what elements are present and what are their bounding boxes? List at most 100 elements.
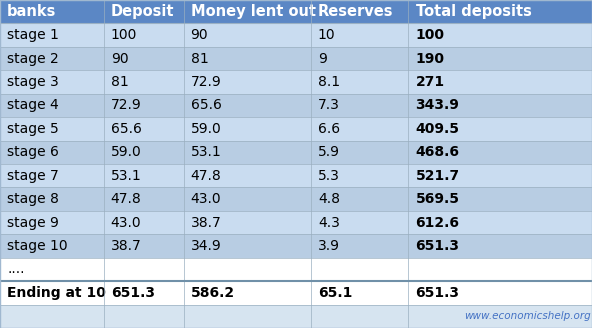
Bar bbox=[311, 23, 408, 47]
Text: stage 5: stage 5 bbox=[7, 122, 59, 136]
Bar bbox=[184, 117, 311, 141]
Bar bbox=[0, 281, 104, 305]
Text: Money lent out: Money lent out bbox=[191, 4, 316, 19]
Bar bbox=[104, 70, 184, 94]
Text: 343.9: 343.9 bbox=[416, 98, 459, 113]
Bar bbox=[104, 164, 184, 187]
Text: stage 6: stage 6 bbox=[7, 145, 59, 159]
Bar bbox=[0, 70, 104, 94]
Bar bbox=[0, 164, 104, 187]
Bar bbox=[408, 70, 592, 94]
Bar bbox=[0, 211, 104, 234]
Text: 59.0: 59.0 bbox=[191, 122, 221, 136]
Bar bbox=[184, 234, 311, 258]
Bar bbox=[184, 70, 311, 94]
Text: www.economicshelp.org: www.economicshelp.org bbox=[464, 311, 591, 321]
Bar bbox=[311, 117, 408, 141]
Bar bbox=[184, 47, 311, 70]
Text: Total deposits: Total deposits bbox=[416, 4, 532, 19]
Text: stage 1: stage 1 bbox=[7, 28, 59, 42]
Text: 100: 100 bbox=[416, 28, 445, 42]
Bar bbox=[311, 94, 408, 117]
Text: 47.8: 47.8 bbox=[111, 192, 141, 206]
Bar bbox=[408, 141, 592, 164]
Bar bbox=[184, 164, 311, 187]
Text: 4.3: 4.3 bbox=[318, 215, 340, 230]
Bar bbox=[0, 141, 104, 164]
Bar bbox=[0, 117, 104, 141]
Bar bbox=[408, 117, 592, 141]
Bar bbox=[311, 211, 408, 234]
Bar bbox=[311, 141, 408, 164]
Text: Reserves: Reserves bbox=[318, 4, 394, 19]
Text: 81: 81 bbox=[191, 51, 208, 66]
Text: 7.3: 7.3 bbox=[318, 98, 340, 113]
Bar bbox=[408, 258, 592, 281]
Text: 100: 100 bbox=[111, 28, 137, 42]
Text: 468.6: 468.6 bbox=[416, 145, 459, 159]
Bar bbox=[184, 281, 311, 305]
Bar bbox=[184, 94, 311, 117]
Bar bbox=[311, 281, 408, 305]
Text: 72.9: 72.9 bbox=[191, 75, 221, 89]
Text: 3.9: 3.9 bbox=[318, 239, 340, 253]
Bar bbox=[184, 23, 311, 47]
Bar bbox=[104, 23, 184, 47]
Bar bbox=[311, 234, 408, 258]
Bar bbox=[104, 211, 184, 234]
Text: 10: 10 bbox=[318, 28, 336, 42]
Text: Ending at 10: Ending at 10 bbox=[7, 286, 106, 300]
Text: stage 3: stage 3 bbox=[7, 75, 59, 89]
Text: 521.7: 521.7 bbox=[416, 169, 460, 183]
Bar bbox=[311, 164, 408, 187]
Text: 53.1: 53.1 bbox=[111, 169, 141, 183]
Text: 53.1: 53.1 bbox=[191, 145, 221, 159]
Text: 586.2: 586.2 bbox=[191, 286, 235, 300]
Text: 43.0: 43.0 bbox=[111, 215, 141, 230]
Text: 90: 90 bbox=[111, 51, 128, 66]
Bar bbox=[0, 305, 104, 328]
Text: 81: 81 bbox=[111, 75, 128, 89]
Bar bbox=[408, 164, 592, 187]
Bar bbox=[408, 281, 592, 305]
Bar bbox=[408, 94, 592, 117]
Bar bbox=[408, 305, 592, 328]
Bar bbox=[0, 258, 104, 281]
Text: 612.6: 612.6 bbox=[416, 215, 459, 230]
Bar bbox=[184, 141, 311, 164]
Text: ....: .... bbox=[7, 262, 25, 277]
Text: 38.7: 38.7 bbox=[111, 239, 141, 253]
Text: 8.1: 8.1 bbox=[318, 75, 340, 89]
Bar bbox=[408, 23, 592, 47]
Text: 47.8: 47.8 bbox=[191, 169, 221, 183]
Text: 5.3: 5.3 bbox=[318, 169, 340, 183]
Bar bbox=[104, 47, 184, 70]
Bar bbox=[184, 0, 311, 23]
Bar bbox=[104, 258, 184, 281]
Text: 651.3: 651.3 bbox=[111, 286, 155, 300]
Text: stage 10: stage 10 bbox=[7, 239, 67, 253]
Text: 65.6: 65.6 bbox=[111, 122, 141, 136]
Text: 43.0: 43.0 bbox=[191, 192, 221, 206]
Text: 190: 190 bbox=[416, 51, 445, 66]
Bar bbox=[0, 0, 104, 23]
Bar bbox=[408, 234, 592, 258]
Bar bbox=[408, 211, 592, 234]
Text: banks: banks bbox=[7, 4, 56, 19]
Bar bbox=[311, 47, 408, 70]
Bar bbox=[311, 305, 408, 328]
Bar bbox=[184, 211, 311, 234]
Bar bbox=[311, 0, 408, 23]
Bar bbox=[0, 23, 104, 47]
Text: 271: 271 bbox=[416, 75, 445, 89]
Bar bbox=[0, 187, 104, 211]
Bar bbox=[104, 117, 184, 141]
Text: 651.3: 651.3 bbox=[416, 286, 459, 300]
Bar bbox=[184, 187, 311, 211]
Bar bbox=[311, 258, 408, 281]
Bar bbox=[104, 305, 184, 328]
Text: 651.3: 651.3 bbox=[416, 239, 459, 253]
Text: 38.7: 38.7 bbox=[191, 215, 221, 230]
Text: 34.9: 34.9 bbox=[191, 239, 221, 253]
Bar bbox=[311, 187, 408, 211]
